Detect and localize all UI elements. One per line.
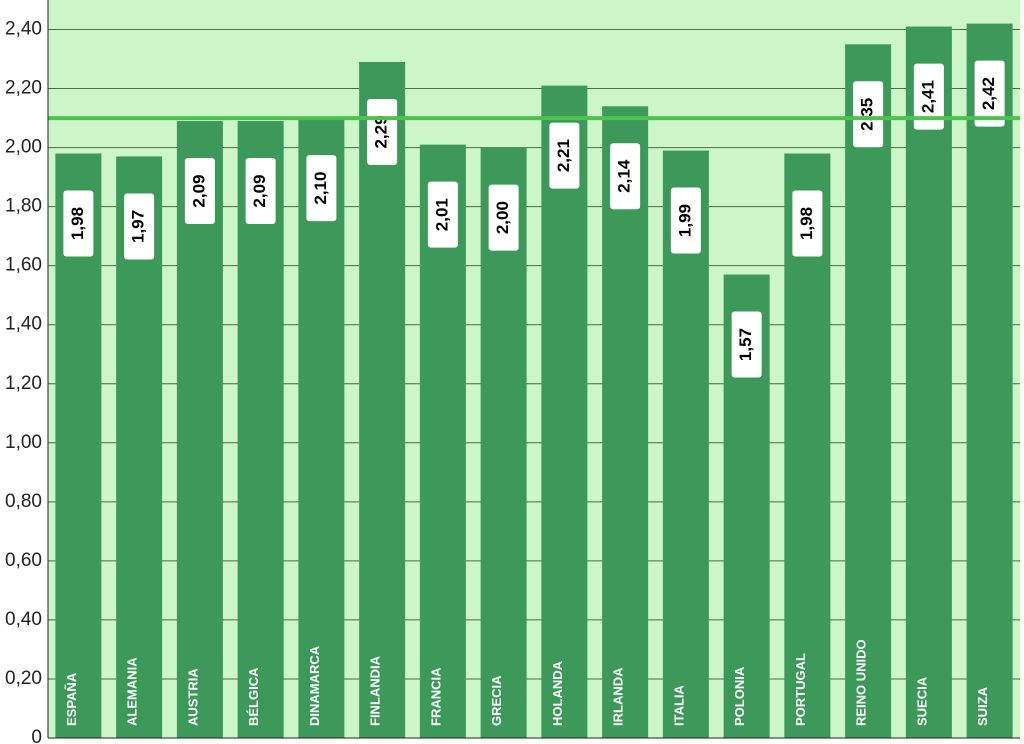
- value-label: 2,09: [189, 174, 208, 207]
- y-tick-label: 2,00: [5, 137, 42, 158]
- value-label-box: [670, 187, 701, 254]
- y-tick-label: 1,00: [5, 432, 42, 453]
- y-tick-label: 0,80: [5, 491, 42, 512]
- y-tick-label: 0,60: [5, 550, 42, 571]
- x-tick-label: FINLANDIA: [368, 655, 383, 726]
- value-label: 1,98: [68, 207, 87, 240]
- value-label-box: [306, 155, 337, 222]
- value-label: 1,57: [736, 328, 755, 361]
- value-label-box: [853, 81, 884, 148]
- value-label: 1,98: [797, 207, 816, 240]
- value-label: 2,42: [979, 77, 998, 110]
- x-tick-label: IRLANDA: [611, 667, 626, 726]
- x-tick-label: AUSTRIA: [185, 668, 200, 726]
- y-tick-label: 1,60: [5, 255, 42, 276]
- value-label: 1,99: [675, 204, 694, 237]
- y-tick-label: 2,40: [5, 19, 42, 40]
- value-label: 1,97: [129, 210, 148, 243]
- value-label-box: [792, 190, 823, 257]
- value-label-box: [184, 158, 215, 225]
- value-label-box: [124, 193, 155, 260]
- y-tick-label: 0,20: [5, 668, 42, 689]
- value-label-box: [610, 143, 641, 210]
- bar: [905, 26, 952, 739]
- value-label-box: [731, 311, 762, 378]
- bar: [966, 23, 1013, 738]
- value-label: 2,01: [432, 198, 451, 231]
- x-tick-label: ITALIA: [671, 684, 686, 726]
- value-label-box: [913, 63, 944, 130]
- x-tick-label: FRANCIA: [428, 667, 443, 726]
- x-tick-label: SUIZA: [975, 686, 990, 726]
- x-tick-label: BÉLGICA: [246, 667, 261, 726]
- bar: [541, 85, 588, 738]
- value-label: 2,35: [858, 98, 877, 131]
- x-tick-label: GRECIA: [489, 675, 504, 726]
- value-label: 2,21: [554, 139, 573, 172]
- y-tick-label: 1,20: [5, 373, 42, 394]
- x-tick-label: HOLANDA: [550, 660, 565, 726]
- x-tick-label: SUECIA: [914, 676, 929, 726]
- y-tick-label: 1,40: [5, 314, 42, 335]
- y-tick-label: 1,80: [5, 196, 42, 217]
- x-tick-label: POLONIA: [732, 666, 747, 726]
- value-label-box: [63, 190, 94, 257]
- value-label-box: [549, 122, 580, 189]
- bar: [298, 118, 345, 738]
- bar: [845, 44, 892, 738]
- value-label: 2,09: [250, 174, 269, 207]
- y-tick-label: 0,40: [5, 609, 42, 630]
- x-tick-label: ESPAÑA: [64, 672, 79, 726]
- value-label-box: [974, 60, 1005, 127]
- value-label: 2,29: [372, 115, 391, 148]
- x-tick-label: REINO UNIDO: [854, 639, 869, 726]
- value-label-box: [488, 184, 519, 251]
- value-label: 2,14: [615, 159, 634, 193]
- value-label: 2,41: [918, 80, 937, 113]
- value-label-box: [245, 158, 276, 225]
- y-tick-label: 0: [31, 727, 42, 744]
- bar: [359, 61, 406, 738]
- value-label: 2,00: [493, 201, 512, 234]
- x-tick-label: DINAMARCA: [307, 645, 322, 726]
- x-tick-label: PORTUGAL: [793, 653, 808, 726]
- y-tick-label: 2,20: [5, 78, 42, 99]
- bar: [602, 106, 649, 739]
- value-label-box: [367, 98, 398, 165]
- x-tick-label: ALEMANIA: [125, 657, 140, 726]
- value-label: 2,10: [311, 172, 330, 205]
- value-label-box: [427, 181, 458, 248]
